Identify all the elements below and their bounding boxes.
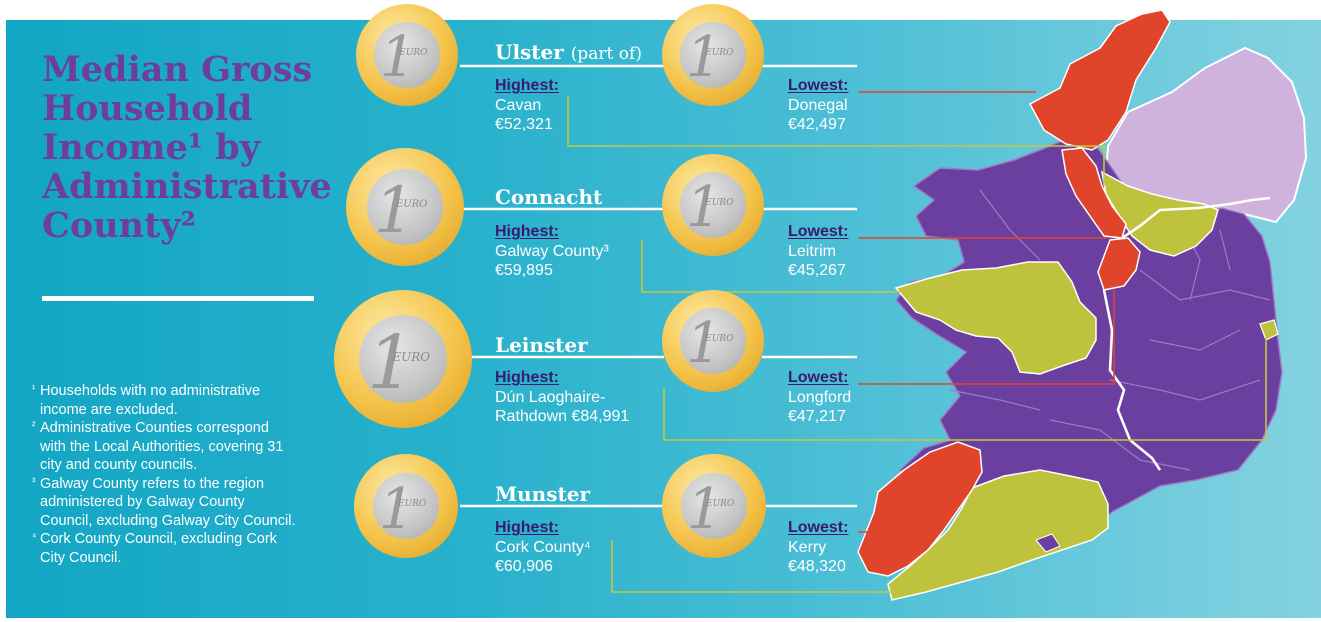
highest-label: Highest: [495,519,559,536]
leader-cork-county [611,540,896,593]
euro-coin-icon: 1 EURO [334,290,472,428]
highest-value: €59,895 [495,262,553,279]
highest-county: Cork County⁴ [495,538,591,556]
province-title: Leinster [495,333,588,357]
province-name: Connacht [495,185,602,209]
highest-label: Highest: [495,369,559,386]
euro-coin-icon: 1 EURO [354,454,458,558]
map-county-borders [949,189,1271,471]
lowest-entry: Lowest: Donegal €42,497 [788,76,848,135]
highest-label: Highest: [495,223,559,240]
footnote: ³ Galway County refers to the region adm… [32,475,352,531]
euro-coin-icon: 1 EURO [346,148,464,266]
leader-dun-laoghaire [663,338,1267,441]
highest-county: Cavan [495,96,542,114]
map-kerry [857,441,983,577]
footnote-mark: ² [32,421,36,432]
euro-coin-icon: 1 EURO [356,4,458,106]
footnote-line: City Council. [40,549,122,566]
footnotes: ¹ Households with no administrative inco… [32,382,352,567]
lowest-value: €42,497 [788,116,846,133]
highest-entry: Highest: Cavan €52,321 [495,76,559,135]
title-line: Median Gross [42,49,313,90]
footnote-mark: ¹ [32,384,36,395]
lowest-county: Kerry [788,538,827,556]
lowest-value: €48,320 [788,558,846,575]
lowest-county: Leitrim [788,242,837,260]
map-dun-laoghaire-rathdown [1259,319,1279,341]
lowest-entry: Lowest: Longford €47,217 [788,368,851,427]
highest-value: €52,321 [495,116,553,133]
highest-county: Dún Laoghaire- [495,388,606,406]
highest-entry: Highest: Cork County⁴ €60,906 [495,518,591,577]
lowest-value: €47,217 [788,408,846,425]
lowest-label: Lowest: [788,77,849,94]
title-divider [42,296,314,301]
province-title: Connacht [495,185,603,209]
footnote: ⁴ Cork County Council, excluding Cork Ci… [32,530,352,567]
leader-cavan [567,96,1105,186]
highest-county: Galway County³ [495,242,609,260]
map-province-borders [1102,196,1271,471]
leader-galway-county [641,240,900,293]
lowest-entry: Lowest: Kerry €48,320 [788,518,848,577]
lowest-value: €45,267 [788,262,846,279]
province-title: Munster [495,482,590,506]
footnote: ² Administrative Counties correspond wit… [32,419,352,475]
lowest-entry: Lowest: Leitrim €45,267 [788,222,848,281]
province-note: (part of) [570,44,642,64]
footnote-mark: ⁴ [32,532,37,543]
map-galway-county [894,261,1097,375]
title-line: Income¹ by [42,127,261,168]
lowest-label: Lowest: [788,369,849,386]
title-line: Administrative [42,166,332,207]
highest-label: Highest: [495,77,559,94]
highest-leader-lines [567,96,1267,593]
euro-coin-icon: 1 EURO [662,454,766,558]
highest-value: €60,906 [495,558,553,575]
lowest-label: Lowest: [788,223,849,240]
lowest-leader-lines [858,91,1115,533]
map-cork-city [1035,533,1061,553]
title-line: Household [42,88,253,129]
footnote: ¹ Households with no administrative inco… [32,382,352,419]
footnote-line: city and county councils. [40,457,198,473]
footnote-line: Cork County Council, excluding Cork [40,531,277,547]
footnote-mark: ³ [32,476,36,488]
map-donegal [1028,9,1171,151]
divider-lines [460,64,857,508]
lowest-county: Longford [788,388,852,406]
footnote-line: Households with no administrative [40,383,261,399]
euro-coin-icon: 1 EURO [662,154,764,256]
leader-longford [858,290,1115,385]
title-line: County² [42,205,196,246]
lowest-label: Lowest: [788,519,849,536]
page-title: Median Gross Household Income¹ by Admini… [42,50,342,245]
map-longford [1097,237,1141,291]
province-name: Ulster (part of) [495,40,642,66]
euro-coin-icon: 1 EURO [662,290,764,392]
province-name: Munster [495,482,590,506]
euro-coin-icon: 1 EURO [662,4,764,106]
footnote-line: income are excluded. [40,401,178,418]
highest-entry: Highest: Galway County³ €59,895 [495,222,609,281]
province-title: Ulster [495,40,564,64]
map-leitrim [1061,147,1127,239]
lowest-county: Donegal [788,96,848,114]
highest-value: Rathdown €84,991 [495,408,630,425]
footnote-line: with the Local Authorities, covering 31 [40,438,284,455]
footnote-line: Galway County refers to the region [40,475,265,492]
footnote-line: administered by Galway County [40,494,245,510]
highest-entry: Highest: Dún Laoghaire- Rathdown €84,991 [495,368,629,427]
province-name: Leinster [495,333,588,357]
footnote-line: Administrative Counties correspond [40,420,269,436]
footnote-line: Council, excluding Galway City Council. [40,512,296,529]
